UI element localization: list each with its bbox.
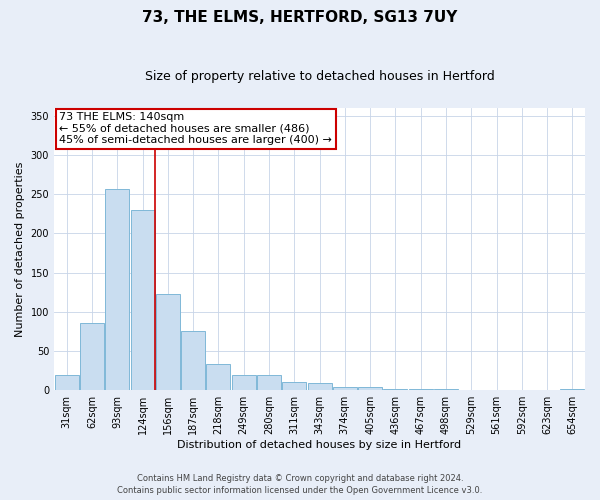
Bar	[308, 383, 332, 390]
Bar	[206, 364, 230, 390]
Title: Size of property relative to detached houses in Hertford: Size of property relative to detached ho…	[145, 70, 494, 83]
Bar	[131, 210, 155, 390]
Text: 73 THE ELMS: 140sqm
← 55% of detached houses are smaller (486)
45% of semi-detac: 73 THE ELMS: 140sqm ← 55% of detached ho…	[59, 112, 332, 145]
Bar	[358, 387, 382, 390]
Bar	[282, 382, 306, 390]
X-axis label: Distribution of detached houses by size in Hertford: Distribution of detached houses by size …	[178, 440, 461, 450]
Bar	[560, 388, 584, 390]
Y-axis label: Number of detached properties: Number of detached properties	[15, 162, 25, 336]
Bar	[55, 376, 79, 390]
Bar	[333, 387, 357, 390]
Bar	[383, 388, 407, 390]
Bar	[257, 374, 281, 390]
Bar	[80, 322, 104, 390]
Bar	[232, 374, 256, 390]
Bar	[181, 330, 205, 390]
Bar	[105, 188, 129, 390]
Text: 73, THE ELMS, HERTFORD, SG13 7UY: 73, THE ELMS, HERTFORD, SG13 7UY	[142, 10, 458, 25]
Bar	[156, 294, 180, 390]
Text: Contains HM Land Registry data © Crown copyright and database right 2024.
Contai: Contains HM Land Registry data © Crown c…	[118, 474, 482, 495]
